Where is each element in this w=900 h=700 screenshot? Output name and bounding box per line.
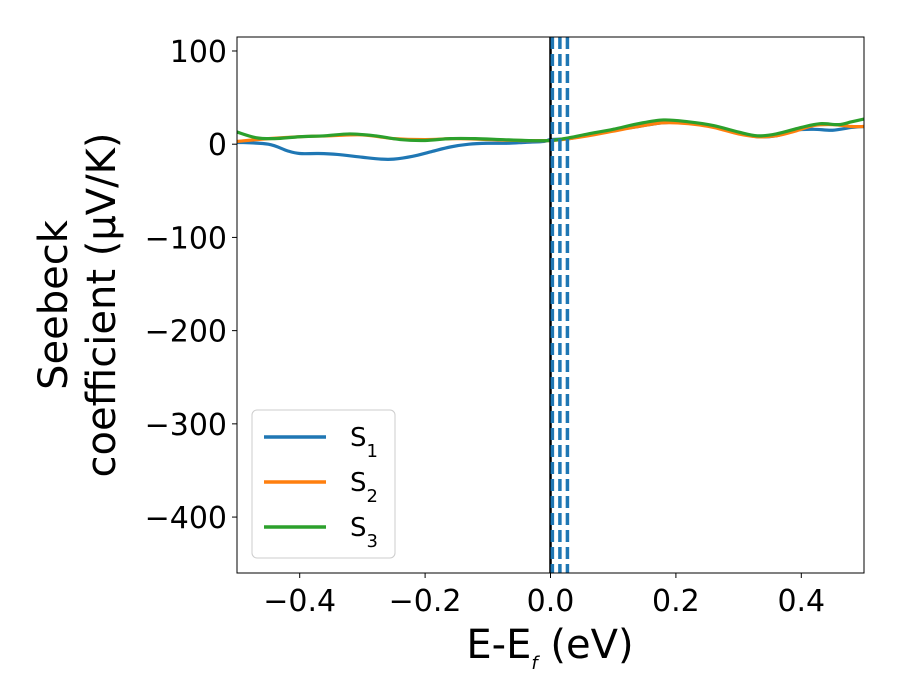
legend: S1 S2 S3 bbox=[251, 409, 396, 559]
y-tick-label: −400 bbox=[145, 501, 227, 536]
legend-items: S1 S2 S3 bbox=[264, 423, 378, 552]
y-tick-label: −100 bbox=[145, 221, 227, 256]
y-tick-label: −300 bbox=[145, 408, 227, 443]
x-axis-title-subscript: f bbox=[531, 653, 540, 674]
x-tick-label: −0.4 bbox=[263, 584, 336, 619]
legend-label-s3: S3 bbox=[350, 513, 378, 552]
y-axis-title-line1: Seebeck bbox=[31, 219, 77, 390]
y-tick-label: −200 bbox=[145, 315, 227, 350]
x-tick-label: 0.0 bbox=[527, 584, 575, 619]
x-axis-title-unit: (eV) bbox=[538, 622, 634, 668]
legend-box bbox=[251, 409, 396, 559]
axes-frame bbox=[236, 36, 865, 574]
y-tick-label: 0 bbox=[208, 128, 227, 163]
ticks-layer: −0.4 −0.2 0.0 0.2 0.4 100 0 −100 −200 −300 −400 bbox=[145, 35, 826, 619]
y-axis-title: Seebeck coefficient (μV/K) bbox=[31, 133, 125, 478]
x-axis-title: E-Ef (eV) bbox=[466, 622, 633, 674]
x-tick-label: 0.4 bbox=[777, 584, 825, 619]
x-tick-label: −0.2 bbox=[389, 584, 462, 619]
x-tick-label: 0.2 bbox=[652, 584, 700, 619]
y-axis-title-line2: coefficient (μV/K) bbox=[79, 133, 125, 478]
lines-layer bbox=[237, 37, 864, 573]
x-axis-title-main: E-E bbox=[466, 622, 531, 668]
legend-label-s2: S2 bbox=[350, 468, 378, 507]
series-line-s3 bbox=[237, 117, 864, 143]
legend-label-s1: S1 bbox=[350, 423, 378, 462]
y-tick-label: 100 bbox=[170, 35, 227, 70]
